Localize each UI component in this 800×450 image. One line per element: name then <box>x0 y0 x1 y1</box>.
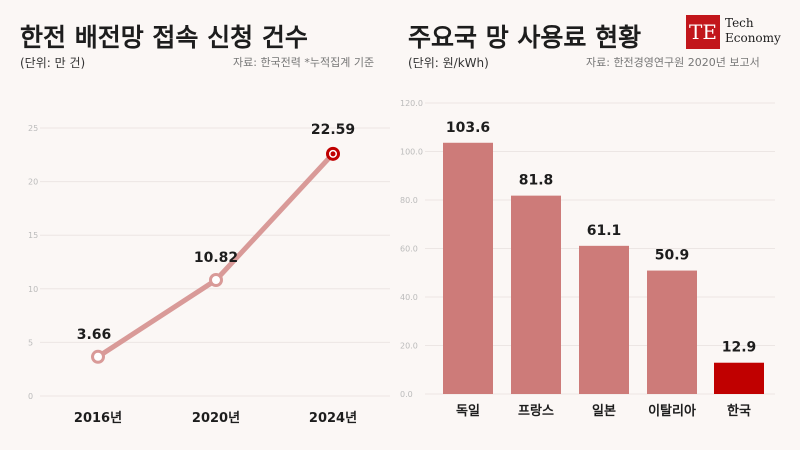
bar-chart-x-label: 한국 <box>727 403 751 419</box>
bar-chart-y-tick: 20.0 <box>400 342 418 351</box>
bar-chart-title: 주요국 망 사용료 현황 <box>408 23 642 52</box>
line-chart-y-tick: 20 <box>28 178 38 187</box>
bar-chart-x-label: 프랑스 <box>518 404 554 419</box>
bar-chart-value-label: 50.9 <box>655 248 690 264</box>
bar-chart-value-label: 103.6 <box>446 120 490 136</box>
bar-chart-value-label: 81.8 <box>519 173 554 189</box>
line-chart-source: 자료: 한국전력 *누적집계 기준 <box>233 56 375 69</box>
bar-chart-y-tick: 120.0 <box>400 99 423 108</box>
bar-chart-y-tick: 100.0 <box>400 148 423 157</box>
bar-chart-y-tick: 80.0 <box>400 196 418 205</box>
tech-economy-logo: TE Tech Economy <box>686 15 790 51</box>
bar-chart-source: 자료: 한전경영연구원 2020년 보고서 <box>586 56 760 69</box>
bar-chart-x-label: 일본 <box>592 404 616 419</box>
logo-wordmark-line2: Economy <box>725 31 781 45</box>
line-chart-x-label: 2016년 <box>74 411 122 426</box>
bar-chart-x-label: 독일 <box>456 404 480 419</box>
line-chart-point <box>209 273 223 288</box>
line-chart-y-tick: 15 <box>28 231 38 240</box>
line-chart-title: 한전 배전망 접속 신청 건수 <box>20 23 308 52</box>
line-chart-y-tick: 10 <box>28 285 38 294</box>
bar-chart-y-tick: 40.0 <box>400 293 418 302</box>
bar-chart-bar <box>714 362 764 394</box>
line-chart-point <box>91 349 105 364</box>
line-chart-value-label: 22.59 <box>311 122 355 138</box>
bar-chart-unit: (단위: 원/kWh) <box>408 56 489 70</box>
bar-chart-bar <box>511 195 561 394</box>
bar-chart-bar <box>647 270 697 394</box>
bar-chart-y-tick: 60.0 <box>400 245 418 254</box>
line-chart-x-label: 2024년 <box>309 411 357 426</box>
logo-wordmark-line1: Tech <box>725 16 754 30</box>
logo-wordmark: Tech Economy <box>725 16 781 46</box>
line-chart-x-label: 2020년 <box>192 411 240 426</box>
bar-chart-x-label: 이탈리아 <box>648 403 696 419</box>
line-chart-y-tick: 25 <box>28 124 38 133</box>
line-chart-unit: (단위: 만 건) <box>20 56 86 70</box>
bar-chart-value-label: 12.9 <box>722 340 757 356</box>
line-chart-value-label: 3.66 <box>77 327 112 343</box>
bar-chart-y-tick: 0.0 <box>400 390 413 399</box>
line-chart-point-center <box>330 151 336 157</box>
bar-chart-bar <box>579 245 629 394</box>
bar-chart-bar <box>443 142 493 394</box>
line-chart-y-tick: 0 <box>28 392 33 401</box>
bar-chart-value-label: 61.1 <box>587 223 622 239</box>
line-chart-y-tick: 5 <box>28 338 33 347</box>
logo-mark: TE <box>686 15 720 49</box>
line-chart-value-label: 10.82 <box>194 250 238 266</box>
